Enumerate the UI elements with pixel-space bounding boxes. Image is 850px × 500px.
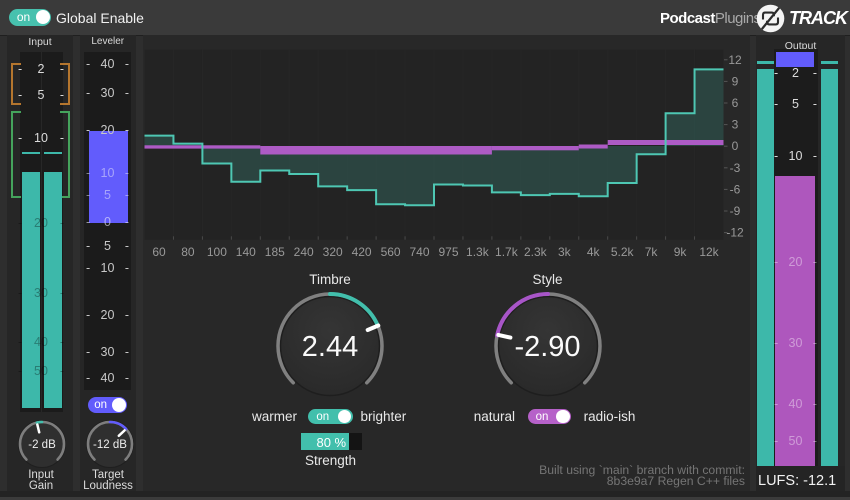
svg-text:-12: -12 xyxy=(726,226,744,240)
svg-text:9: 9 xyxy=(731,74,738,88)
svg-text:185: 185 xyxy=(264,245,284,259)
svg-text:9k: 9k xyxy=(673,245,687,259)
svg-text:560: 560 xyxy=(380,245,400,259)
svg-text:2.3k: 2.3k xyxy=(523,245,547,259)
svg-text:1.7k: 1.7k xyxy=(495,245,519,259)
svg-text:80: 80 xyxy=(181,245,195,259)
svg-text:3k: 3k xyxy=(557,245,571,259)
svg-text:740: 740 xyxy=(409,245,429,259)
svg-text:5.2k: 5.2k xyxy=(610,245,634,259)
svg-text:3: 3 xyxy=(731,118,738,132)
svg-text:-3: -3 xyxy=(729,161,740,175)
svg-text:240: 240 xyxy=(293,245,313,259)
svg-text:12k: 12k xyxy=(699,245,719,259)
svg-text:12: 12 xyxy=(728,53,742,67)
svg-text:7k: 7k xyxy=(644,245,658,259)
svg-text:-6: -6 xyxy=(729,182,740,196)
svg-text:1.3k: 1.3k xyxy=(466,245,490,259)
svg-text:420: 420 xyxy=(351,245,371,259)
svg-text:100: 100 xyxy=(206,245,226,259)
svg-text:0: 0 xyxy=(731,139,738,153)
svg-text:4k: 4k xyxy=(586,245,600,259)
svg-text:-9: -9 xyxy=(729,204,740,218)
svg-text:320: 320 xyxy=(322,245,342,259)
svg-text:60: 60 xyxy=(152,245,166,259)
svg-text:975: 975 xyxy=(438,245,458,259)
svg-text:140: 140 xyxy=(235,245,255,259)
svg-text:6: 6 xyxy=(731,96,738,110)
